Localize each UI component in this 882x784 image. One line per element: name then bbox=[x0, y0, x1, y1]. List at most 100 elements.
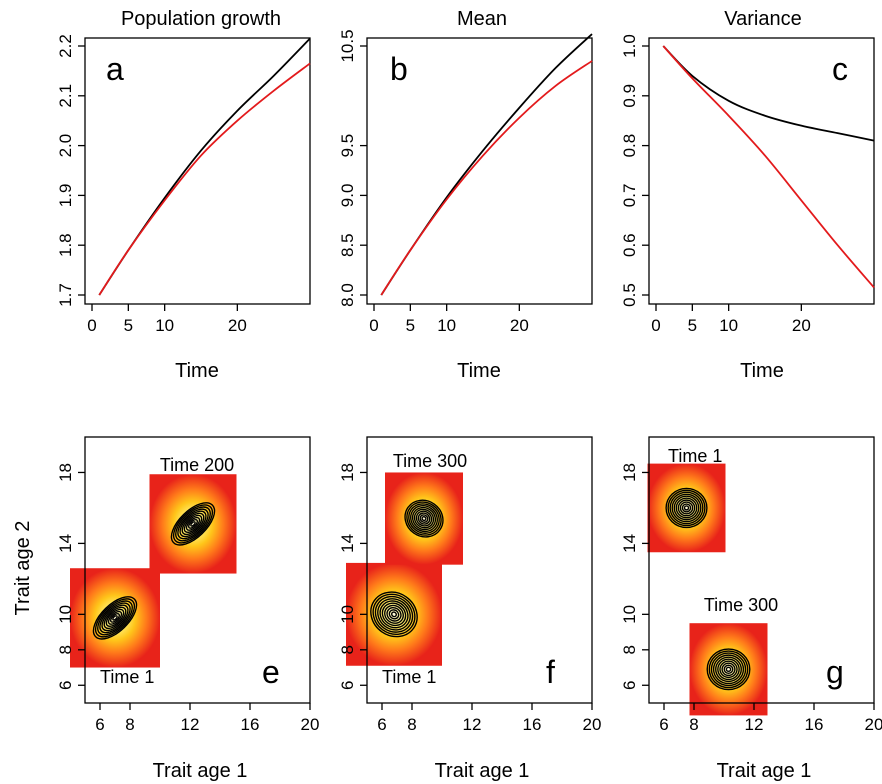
contour-line bbox=[94, 598, 136, 638]
y-tick-label: 6 bbox=[338, 681, 357, 690]
panel-e-heatmaps: Time 1 Time 200 bbox=[70, 455, 237, 687]
contour-line bbox=[105, 608, 125, 628]
panel-f-contours-0 bbox=[370, 591, 418, 638]
y-tick-label: 18 bbox=[620, 463, 639, 482]
x-tick-label: 5 bbox=[406, 316, 415, 335]
panel-g-frame bbox=[648, 436, 875, 704]
contour-line bbox=[177, 508, 209, 540]
panel-b-xlabel: Time bbox=[457, 360, 501, 382]
panel-c: Variance 0.5 0.6 0.7 0.8 0.9 1.0 0 5 10 20 c Tim… bbox=[620, 8, 875, 382]
panel-e-contours-1 bbox=[170, 502, 216, 546]
contour-line bbox=[92, 596, 138, 640]
y-tick-label: 6 bbox=[56, 681, 75, 690]
panel-e-heatmap-1 bbox=[149, 474, 237, 574]
panel-b-letter: b bbox=[390, 51, 408, 87]
contour-line bbox=[379, 600, 409, 629]
panel-g-time-label-0: Time 1 bbox=[668, 446, 722, 466]
x-tick-label: 8 bbox=[125, 715, 134, 734]
y-tick-label: 8 bbox=[620, 645, 639, 654]
panel-e-xaxis: 6 8 12 16 20 bbox=[95, 703, 319, 734]
panel-c-xaxis: 0 5 10 20 bbox=[651, 304, 811, 335]
contour-line bbox=[419, 514, 429, 523]
x-tick-label: 20 bbox=[792, 316, 811, 335]
contour-line bbox=[708, 650, 749, 689]
x-tick-label: 6 bbox=[659, 715, 668, 734]
panel-c-series bbox=[662, 45, 875, 289]
y-tick-label: 6 bbox=[620, 681, 639, 690]
panel-g: Time 1 Time 300 6 8 10 14 18 6 8 12 16 20 g Trait… bbox=[620, 436, 882, 782]
panel-b-series bbox=[380, 33, 593, 296]
contour-line bbox=[413, 508, 435, 529]
contour-line bbox=[683, 505, 690, 511]
x-tick-label: 10 bbox=[155, 316, 174, 335]
contour-line bbox=[681, 503, 692, 513]
x-tick-label: 20 bbox=[865, 715, 882, 734]
panel-a-yaxis: 1.7 1.8 1.9 2.0 2.1 2.2 bbox=[56, 34, 85, 307]
y-tick-label: 14 bbox=[56, 534, 75, 553]
contour-line bbox=[410, 505, 438, 533]
contour-line bbox=[719, 660, 738, 679]
x-tick-label: 12 bbox=[181, 715, 200, 734]
y-tick-label: 8.0 bbox=[338, 283, 357, 307]
panel-c-series-line-0 bbox=[662, 45, 875, 142]
contour-line bbox=[679, 501, 694, 515]
contour-line bbox=[109, 612, 121, 623]
panel-a-series-line-0 bbox=[98, 37, 311, 296]
y-tick-label: 1.8 bbox=[56, 233, 75, 257]
panel-f-frame bbox=[366, 436, 593, 704]
x-tick-label: 20 bbox=[228, 316, 247, 335]
y-tick-label: 8 bbox=[56, 645, 75, 654]
x-tick-label: 16 bbox=[523, 715, 542, 734]
x-tick-label: 8 bbox=[407, 715, 416, 734]
panel-g-time-label-1: Time 300 bbox=[704, 595, 778, 615]
panel-g-heatmap-0 bbox=[647, 463, 726, 553]
y-tick-label: 18 bbox=[338, 463, 357, 482]
y-tick-label: 0.5 bbox=[620, 283, 639, 307]
panel-f-time-label-1: Time 300 bbox=[393, 451, 467, 471]
contour-line bbox=[667, 489, 706, 527]
panel-e-time-label-1: Time 200 bbox=[160, 455, 234, 475]
panel-g-heatmap-1 bbox=[689, 623, 768, 716]
contour-line bbox=[372, 593, 416, 636]
panel-f-time-label-0: Time 1 bbox=[382, 667, 436, 687]
y-tick-label: 18 bbox=[56, 463, 75, 482]
contour-line bbox=[673, 495, 700, 521]
contour-line bbox=[715, 656, 742, 683]
panel-a-xaxis: 0 5 10 20 bbox=[87, 304, 247, 335]
contour-line bbox=[671, 493, 702, 523]
contour-line bbox=[103, 606, 127, 630]
contour-line bbox=[185, 516, 201, 531]
contour-line bbox=[417, 512, 431, 525]
x-tick-label: 0 bbox=[87, 316, 96, 335]
contour-line bbox=[411, 506, 437, 531]
y-tick-label: 10 bbox=[620, 605, 639, 624]
x-tick-label: 0 bbox=[369, 316, 378, 335]
contour-line bbox=[181, 512, 205, 536]
y-tick-label: 1.9 bbox=[56, 184, 75, 208]
panel-g-letter: g bbox=[826, 654, 844, 690]
panel-c-title: Variance bbox=[724, 8, 801, 30]
panel-e-frame bbox=[84, 436, 311, 704]
contour-line bbox=[725, 666, 732, 673]
contour-line bbox=[175, 506, 211, 542]
contour-line bbox=[99, 602, 131, 634]
panel-g-contours-0 bbox=[665, 487, 708, 529]
panel-e-yaxis: 6 8 10 14 18 bbox=[56, 463, 85, 690]
panel-c-frame bbox=[648, 37, 875, 305]
panel-a-frame bbox=[84, 37, 311, 305]
panel-e-heatmap-0 bbox=[70, 568, 160, 668]
panel-b: Mean 8.0 8.5 9.0 9.5 10.5 0 5 10 20 b Time bbox=[338, 8, 593, 382]
contour-line bbox=[677, 499, 696, 517]
y-tick-label: 10 bbox=[56, 605, 75, 624]
contour-line bbox=[406, 501, 442, 536]
contour-line bbox=[388, 609, 400, 620]
contour-line bbox=[179, 510, 207, 538]
x-tick-label: 6 bbox=[95, 715, 104, 734]
panel-a: Population growth 1.7 1.8 1.9 2.0 2.1 2.2 0 5 1… bbox=[56, 8, 311, 382]
x-tick-label: 12 bbox=[745, 715, 764, 734]
panel-e-contours-0 bbox=[92, 596, 138, 640]
panel-f-contours-1 bbox=[404, 499, 444, 538]
panel-a-title: Population growth bbox=[121, 8, 281, 30]
y-tick-label: 9.0 bbox=[338, 184, 357, 208]
panel-g-heatmaps: Time 1 Time 300 bbox=[647, 446, 778, 716]
